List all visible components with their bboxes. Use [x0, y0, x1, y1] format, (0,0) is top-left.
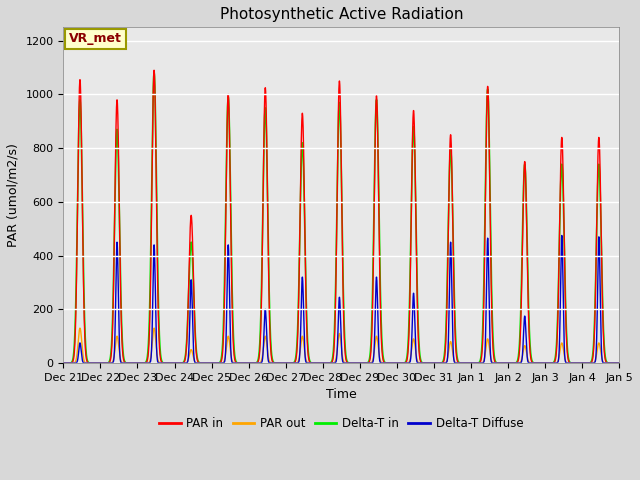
Delta-T in: [615, 360, 623, 366]
Text: VR_met: VR_met: [69, 32, 122, 46]
Delta-T Diffuse: [466, 360, 474, 366]
Delta-T Diffuse: [159, 360, 167, 366]
Legend: PAR in, PAR out, Delta-T in, Delta-T Diffuse: PAR in, PAR out, Delta-T in, Delta-T Dif…: [155, 413, 528, 435]
Delta-T Diffuse: [497, 360, 505, 366]
Line: Delta-T Diffuse: Delta-T Diffuse: [63, 236, 619, 363]
Delta-T Diffuse: [321, 360, 328, 366]
PAR in: [615, 360, 623, 366]
PAR out: [466, 360, 474, 366]
PAR in: [60, 360, 67, 366]
Title: Photosynthetic Active Radiation: Photosynthetic Active Radiation: [220, 7, 463, 22]
Y-axis label: PAR (umol/m2/s): PAR (umol/m2/s): [7, 143, 20, 247]
Delta-T in: [159, 360, 167, 366]
PAR out: [321, 360, 328, 366]
Delta-T Diffuse: [614, 360, 622, 366]
Line: PAR in: PAR in: [63, 70, 619, 363]
PAR out: [435, 360, 443, 366]
Delta-T in: [497, 360, 505, 366]
PAR out: [76, 325, 84, 331]
PAR in: [614, 360, 622, 366]
Delta-T in: [435, 360, 443, 366]
Delta-T in: [321, 360, 328, 366]
PAR out: [615, 360, 623, 366]
PAR in: [159, 360, 167, 366]
PAR out: [497, 360, 505, 366]
Line: PAR out: PAR out: [63, 328, 619, 363]
Delta-T Diffuse: [615, 360, 623, 366]
Delta-T Diffuse: [558, 233, 566, 239]
PAR in: [321, 360, 328, 366]
Delta-T in: [60, 360, 67, 366]
Delta-T in: [466, 360, 474, 366]
Delta-T in: [150, 70, 158, 76]
PAR in: [435, 360, 443, 366]
Delta-T Diffuse: [435, 360, 443, 366]
PAR in: [466, 360, 474, 366]
Line: Delta-T in: Delta-T in: [63, 73, 619, 363]
X-axis label: Time: Time: [326, 388, 356, 401]
PAR in: [150, 67, 158, 73]
PAR in: [497, 360, 505, 366]
PAR out: [159, 360, 167, 366]
Delta-T Diffuse: [60, 360, 67, 366]
Delta-T in: [614, 360, 622, 366]
PAR out: [614, 360, 622, 366]
PAR out: [60, 360, 67, 366]
